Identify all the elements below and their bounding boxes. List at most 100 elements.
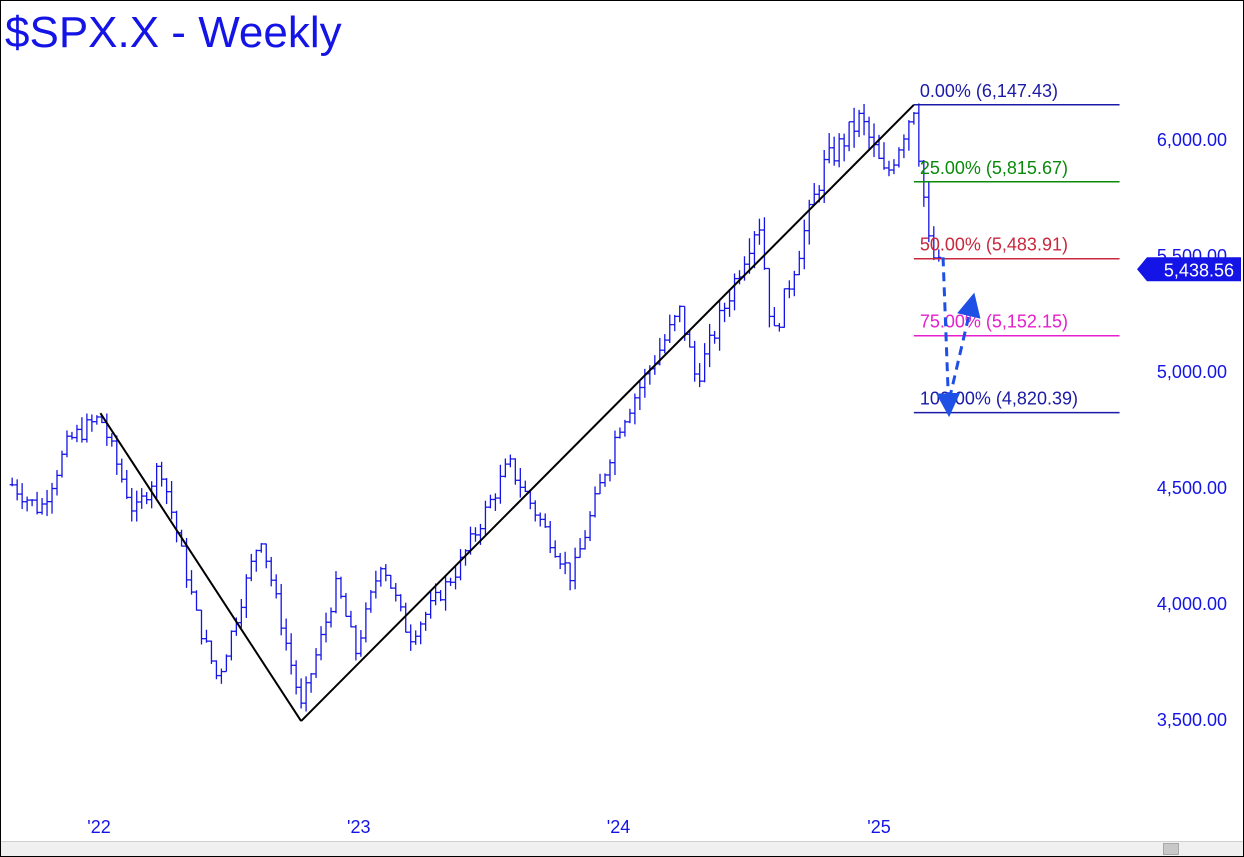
price-bar bbox=[198, 609, 204, 645]
price-bar bbox=[781, 288, 787, 328]
price-bar bbox=[856, 109, 862, 138]
price-bar bbox=[881, 142, 887, 170]
scroll-thumb[interactable] bbox=[1163, 843, 1179, 855]
price-bar bbox=[328, 607, 334, 628]
price-bar bbox=[393, 582, 399, 602]
price-bar bbox=[403, 602, 409, 633]
price-bar bbox=[159, 461, 165, 487]
price-bar bbox=[851, 107, 857, 148]
price-bar bbox=[363, 602, 369, 643]
price-bar bbox=[218, 668, 224, 684]
price-bar bbox=[522, 480, 528, 493]
price-bar bbox=[149, 481, 155, 509]
price-bar bbox=[169, 481, 175, 520]
price-bar bbox=[443, 575, 449, 611]
chart-title: $SPX.X - Weekly bbox=[5, 8, 342, 57]
fib-level-label: 25.00% (5,815.67) bbox=[920, 158, 1068, 178]
price-bar bbox=[806, 199, 812, 245]
price-bar bbox=[333, 571, 339, 614]
price-bar bbox=[926, 182, 932, 243]
price-bar bbox=[64, 430, 70, 458]
price-bar bbox=[448, 577, 454, 586]
price-bar bbox=[44, 489, 50, 517]
price-bar bbox=[861, 103, 867, 136]
price-bar bbox=[378, 566, 384, 587]
price-bar bbox=[318, 626, 324, 661]
x-tick-label: '22 bbox=[87, 817, 110, 837]
price-bar bbox=[303, 676, 309, 712]
x-tick-label: '23 bbox=[347, 817, 370, 837]
y-axis: 3,500.004,000.004,500.005,000.005,500.00… bbox=[1157, 130, 1227, 730]
price-bar bbox=[458, 549, 464, 581]
price-bar bbox=[622, 419, 628, 437]
price-bar bbox=[59, 450, 65, 478]
price-bar bbox=[223, 654, 229, 673]
price-bar bbox=[836, 133, 842, 168]
price-bar bbox=[104, 413, 110, 446]
price-bar bbox=[886, 160, 892, 177]
price-bar bbox=[248, 553, 254, 582]
price-bar bbox=[712, 330, 718, 344]
price-bar bbox=[74, 424, 80, 443]
price-bar bbox=[662, 334, 668, 354]
price-bar bbox=[119, 458, 125, 483]
price-bar bbox=[577, 538, 583, 559]
price-bar bbox=[811, 183, 817, 206]
price-bar bbox=[228, 630, 234, 661]
projection-arrow bbox=[947, 292, 981, 400]
price-bar bbox=[562, 551, 568, 575]
price-bar bbox=[353, 624, 359, 661]
price-bar bbox=[791, 270, 797, 297]
fib-level-label: 75.00% (5,152.15) bbox=[920, 312, 1068, 332]
price-bar bbox=[547, 520, 553, 554]
price-bar bbox=[846, 121, 852, 152]
price-bar bbox=[502, 458, 508, 478]
price-bar bbox=[727, 289, 733, 317]
price-bar bbox=[69, 431, 75, 440]
price-bar bbox=[293, 660, 299, 695]
price-bar bbox=[54, 470, 60, 496]
price-bar bbox=[388, 574, 394, 589]
price-bar bbox=[592, 486, 598, 518]
price-bar bbox=[383, 564, 389, 582]
y-tick-label: 5,000.00 bbox=[1157, 362, 1227, 382]
price-bar bbox=[627, 408, 633, 424]
price-bar bbox=[368, 590, 374, 613]
price-bar bbox=[866, 116, 872, 151]
price-bar bbox=[89, 414, 95, 432]
price-bar bbox=[24, 496, 30, 512]
price-bar bbox=[567, 562, 573, 591]
price-bar bbox=[14, 479, 20, 501]
price-bar bbox=[238, 598, 244, 628]
fib-level-label: 50.00% (5,483.91) bbox=[920, 235, 1068, 255]
price-bar bbox=[373, 570, 379, 599]
price-bar bbox=[348, 610, 354, 628]
price-bar bbox=[841, 133, 847, 162]
price-bar bbox=[453, 566, 459, 590]
price-bar bbox=[871, 123, 877, 158]
projection-arrow bbox=[936, 257, 961, 418]
price-bar bbox=[507, 454, 513, 468]
price-bar bbox=[931, 226, 937, 261]
price-bar bbox=[423, 611, 429, 631]
price-bar bbox=[109, 433, 115, 447]
price-bar bbox=[916, 103, 922, 167]
price-bar bbox=[79, 417, 85, 443]
price-bar bbox=[751, 231, 757, 269]
price-bar bbox=[343, 592, 349, 618]
horizontal-scrollbar[interactable] bbox=[1, 841, 1243, 856]
price-bar bbox=[298, 678, 304, 709]
price-bar bbox=[268, 556, 274, 587]
price-bar bbox=[582, 530, 588, 550]
price-bar bbox=[482, 500, 488, 536]
y-tick-label: 4,500.00 bbox=[1157, 478, 1227, 498]
price-bar bbox=[707, 323, 713, 368]
price-bar bbox=[702, 343, 708, 383]
price-bar bbox=[263, 543, 269, 569]
price-bar bbox=[19, 483, 25, 510]
price-bar bbox=[786, 280, 792, 299]
price-bar bbox=[612, 430, 618, 476]
price-bar bbox=[617, 427, 623, 439]
price-bar bbox=[796, 250, 802, 276]
